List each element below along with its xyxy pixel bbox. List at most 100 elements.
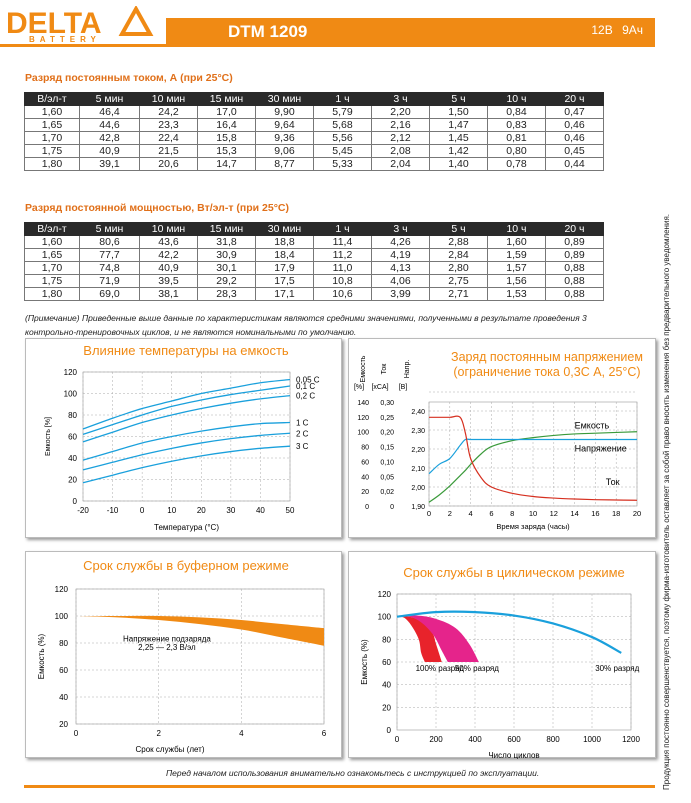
axis-header: Емкость — [360, 355, 367, 382]
series-label: 1 С — [296, 419, 309, 428]
value-cell: 46,4 — [79, 105, 140, 119]
voltage-label: Напряжение — [575, 444, 627, 454]
value-cell: 0,84 — [487, 105, 546, 119]
x-tick-label: 200 — [429, 735, 443, 744]
value-cell: 4,06 — [371, 274, 430, 288]
value-cell: 2,08 — [371, 144, 430, 158]
y-tick-label: 80 — [382, 635, 391, 644]
x-axis-label: Число циклов — [488, 751, 539, 759]
cycle-life-band — [397, 616, 442, 662]
table-row: 1,70 74,8 40,9 30,1 17,9 11,0 4,13 2,80 1,57 0,88 — [24, 261, 604, 275]
value-cell: 5,68 — [313, 118, 372, 132]
series-label: 3 С — [296, 442, 309, 451]
value-cell: 3,99 — [371, 287, 430, 301]
voltage-tick-label: 1,90 — [411, 504, 425, 511]
value-cell: 39,5 — [139, 274, 198, 288]
value-cell: 1,40 — [429, 157, 488, 171]
value-cell: 38,1 — [139, 287, 198, 301]
chart-title: Заряд постоянным напряжением — [451, 350, 643, 364]
voltage-cell: 1,70 — [24, 131, 80, 145]
value-cell: 80,6 — [79, 235, 140, 249]
y-tick-label: 20 — [59, 720, 68, 729]
value-cell: 28,3 — [197, 287, 256, 301]
voltage-tick-label: 2,10 — [411, 466, 425, 473]
current-line — [429, 415, 638, 501]
value-cell: 9,36 — [255, 131, 314, 145]
column-header: 5 мин — [79, 222, 140, 236]
value-cell: 24,2 — [139, 105, 198, 119]
current-tick-label: 0,30 — [380, 400, 394, 407]
value-cell: 17,5 — [255, 274, 314, 288]
table-row: 1,75 71,9 39,5 29,2 17,5 10,8 4,06 2,75 1,56 0,88 — [24, 274, 604, 288]
voltage-value: 12В — [591, 23, 613, 37]
value-cell: 2,04 — [371, 157, 430, 171]
table-row: 1,65 44,6 23,3 16,4 9,64 5,68 2,16 1,47 0,83 0,46 — [24, 118, 604, 132]
voltage-tick-label: 2,20 — [411, 447, 425, 454]
capacity-tick-label: 100 — [357, 430, 369, 437]
value-cell: 4,13 — [371, 261, 430, 275]
logo-triangle-icon — [118, 4, 154, 36]
y-tick-label: 120 — [64, 368, 78, 377]
annotation-line-1: Напряжение подзаряда — [123, 635, 211, 644]
column-header: 5 ч — [429, 222, 488, 236]
x-tick-label: 0 — [140, 506, 145, 515]
cycle-life-panel: Срок службы в циклическом режиме 0 20 40 60 8… — [348, 551, 656, 760]
voltage-cell: 1,75 — [24, 144, 80, 158]
y-axis-label: Емкость (%) — [360, 639, 369, 685]
value-cell: 0,81 — [487, 131, 546, 145]
x-axis-label: Срок службы (лет) — [136, 745, 205, 754]
value-cell: 1,53 — [487, 287, 546, 301]
capacity-line — [428, 431, 638, 503]
y-tick-label: 60 — [59, 666, 68, 675]
value-cell: 2,20 — [371, 105, 430, 119]
series-line — [82, 378, 291, 430]
current-label: Ток — [606, 477, 620, 487]
value-cell: 11,2 — [313, 248, 372, 262]
chart-subtitle: (ограничение тока 0,3С А, 25°С) — [453, 365, 640, 379]
x-axis-label: Время заряда (часы) — [496, 522, 570, 531]
value-cell: 0,88 — [545, 274, 604, 288]
series-label: 100% разряд — [416, 664, 465, 673]
value-cell: 11,4 — [313, 235, 372, 249]
x-tick-label: 800 — [546, 735, 560, 744]
value-cell: 1,60 — [487, 235, 546, 249]
footer-text: Перед началом использования внимательно … — [166, 768, 540, 778]
y-tick-label: 100 — [64, 390, 78, 399]
y-tick-label: 40 — [382, 681, 391, 690]
capacity-tick-label: 140 — [357, 400, 369, 407]
table-row: 1,75 40,9 21,5 15,3 9,06 5,45 2,08 1,42 0,80 0,45 — [24, 144, 604, 158]
x-tick-label: 10 — [167, 506, 176, 515]
logo-word: DELTA — [6, 7, 102, 40]
column-header: 3 ч — [371, 92, 430, 106]
y-tick-label: 100 — [378, 613, 392, 622]
value-cell: 5,33 — [313, 157, 372, 171]
series-label: 2 С — [296, 429, 309, 438]
delta-logo: DELTA BATTERY — [6, 4, 156, 44]
x-tick-label: 2 — [448, 509, 452, 518]
value-cell: 40,9 — [139, 261, 198, 275]
x-tick-label: 1200 — [622, 735, 640, 744]
footer-bar — [24, 785, 655, 788]
title-band: DTM 1209 12В 9Ач — [166, 18, 655, 44]
side-note: Продукция постоянно совершенствуется, по… — [662, 213, 671, 790]
current-table-title: Разряд постоянным током, А (при 25°С) — [25, 72, 233, 84]
current-tick-label: 0,02 — [380, 489, 394, 496]
axis-unit: [%] — [354, 384, 364, 391]
value-cell: 4,19 — [371, 248, 430, 262]
plot-area — [75, 588, 325, 725]
table-row: 1,80 39,1 20,6 14,7 8,77 5,33 2,04 1,40 0,78 0,44 — [24, 157, 604, 171]
column-header: 30 мин — [255, 222, 314, 236]
x-tick-label: 12 — [550, 509, 558, 518]
x-tick-label: 18 — [612, 509, 620, 518]
capacity-value: 9Ач — [622, 23, 643, 37]
float-life-panel: Срок службы в буферном режиме 20 40 60 80 100… — [25, 551, 342, 758]
x-tick-label: 20 — [633, 509, 641, 518]
series-line — [82, 445, 291, 484]
capacity-tick-label: 40 — [361, 474, 369, 481]
value-cell: 0,89 — [545, 235, 604, 249]
y-axis-label: Емкость [%] — [45, 417, 52, 456]
value-cell: 0,45 — [545, 144, 604, 158]
constant-voltage-charge-chart: Заряд постоянным напряжением(ограничение… — [354, 350, 643, 531]
float-life-band — [76, 615, 324, 646]
